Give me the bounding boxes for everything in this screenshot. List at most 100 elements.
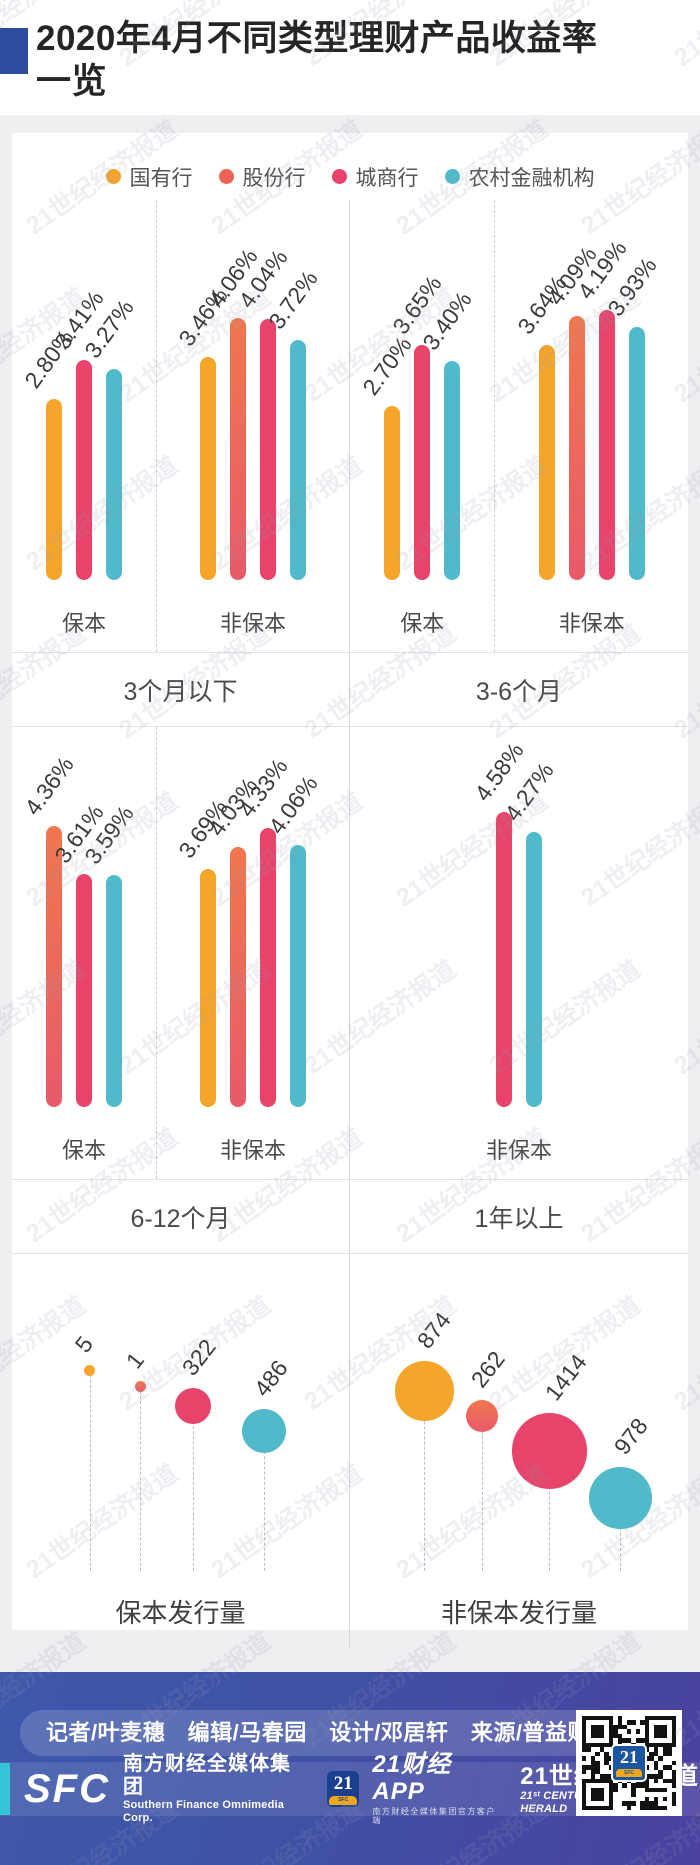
page-title-line2: 一览 xyxy=(36,61,108,101)
bar-wrap: 3.27% xyxy=(79,295,139,580)
bubble-股份行 xyxy=(134,1380,146,1392)
subgroup-label: 非保本 xyxy=(558,611,625,636)
bubble-stem xyxy=(192,1406,194,1571)
bar-农村金融机构 xyxy=(628,327,645,580)
subgroups: 2.70% 3.65% 3.40% 保本 3.64% 4.09% 4.19% 3.93% 非保本 xyxy=(350,200,688,653)
subgroup-保本: 2.70% 3.65% 3.40% 保本 xyxy=(350,200,494,652)
bar-chart-block: 4.58% 4.27% 非保本 1年以上 xyxy=(350,727,688,1254)
bar-wrap: 4.36% xyxy=(19,752,79,1107)
bar-城商行 xyxy=(260,319,276,580)
bars-area: 4.58% 4.27% xyxy=(350,727,688,1107)
bubble-stem xyxy=(481,1416,483,1571)
bar-股份行 xyxy=(568,316,585,580)
qr-center-logo: 21 SFC xyxy=(611,1744,647,1782)
bar-农村金融机构 xyxy=(290,340,306,580)
footer: 记者/叶麦穗 编辑/马春园 设计/邓居轩 来源/普益财富 SFC 南方财经全媒体… xyxy=(0,1672,700,1865)
subgroup-非保本: 3.64% 4.09% 4.19% 3.93% 非保本 xyxy=(494,200,688,652)
bar-国有行 xyxy=(200,357,216,580)
bar-chart-row-2: 4.36% 3.61% 3.59% 保本 3.69% 4.03% 4.33% 4.06% 非保本… xyxy=(12,727,688,1254)
21-app-icon-strip: SFC xyxy=(329,1796,358,1805)
app-subtitle: 南方财经全媒体集团官方客户端 xyxy=(372,1807,496,1825)
subgroup-label: 保本 xyxy=(400,611,445,636)
bubble-chart-block: 874 262 1414 978 非保本发行量 xyxy=(350,1254,688,1648)
bubble-chart-title: 保本发行量 xyxy=(115,1598,246,1628)
subgroup-label: 非保本 xyxy=(219,611,286,636)
bar-wrap: 4.09% xyxy=(542,242,601,580)
bar-wrap: 3.65% xyxy=(387,271,447,580)
bar-城商行 xyxy=(76,874,92,1107)
legend-dot-icon xyxy=(218,169,234,184)
legend-item-股份行: 股份行 xyxy=(218,162,306,192)
sfc-name-cn: 南方财经全媒体集团 xyxy=(123,1753,291,1799)
legend-dot-icon xyxy=(444,169,460,184)
bar-wrap: 3.93% xyxy=(602,253,661,580)
bar-城商行 xyxy=(260,828,276,1107)
bars-area: 3.46% 4.06% 4.04% 3.72% xyxy=(157,200,349,580)
sfc-name-en: Southern Finance Omnimedia Corp. xyxy=(123,1799,285,1824)
bubble-城商行 xyxy=(174,1388,211,1424)
qr-code: 21 SFC xyxy=(576,1710,682,1816)
chart-title: 3个月以下 xyxy=(12,653,349,727)
legend-item-城商行: 城商行 xyxy=(331,162,419,192)
bar-value-label: 4.36% xyxy=(19,751,79,820)
bar-wrap: 3.41% xyxy=(49,286,109,580)
bar-wrap: 4.06% xyxy=(263,771,323,1107)
bar-wrap: 3.46% xyxy=(173,283,233,580)
legend-item-国有行: 国有行 xyxy=(105,162,193,192)
bubble-chart-block: 5 1 322 486 保本发行量 xyxy=(12,1254,350,1648)
subgroup-非保本: 3.69% 4.03% 4.33% 4.06% 非保本 xyxy=(156,727,349,1179)
bubble-城商行 xyxy=(511,1413,588,1489)
bar-城商行 xyxy=(496,812,512,1107)
bubble-value-label: 486 xyxy=(249,1355,294,1402)
bubble-canvas: 874 262 1414 978 xyxy=(350,1254,688,1584)
subgroup-label: 非保本 xyxy=(219,1138,286,1163)
legend-dot-icon xyxy=(331,169,347,184)
bar-国有行 xyxy=(200,869,216,1107)
subgroup-label: 保本 xyxy=(61,1138,106,1163)
legend-label: 城商行 xyxy=(355,166,419,190)
bar-wrap: 3.40% xyxy=(417,287,477,580)
bar-国有行 xyxy=(46,399,62,580)
bar-农村金融机构 xyxy=(290,845,306,1107)
app-name: 21财经APP xyxy=(372,1751,452,1805)
bubble-chart-title: 非保本发行量 xyxy=(440,1598,597,1628)
sfc-names: 南方财经全媒体集团 Southern Finance Omnimedia Cor… xyxy=(123,1753,308,1824)
bubble-国有行 xyxy=(394,1361,454,1421)
bar-wrap: 4.19% xyxy=(572,236,631,580)
subgroup-非保本: 3.46% 4.06% 4.04% 3.72% 非保本 xyxy=(156,200,349,652)
bar-chart-block: 2.80% 3.41% 3.27% 保本 3.46% 4.06% 4.04% 3.72% 非保本… xyxy=(12,200,350,727)
bubble-value-label: 978 xyxy=(608,1412,653,1460)
21-app-names: 21财经APP 南方财经全媒体集团官方客户端 xyxy=(372,1752,499,1825)
bubble-value-label: 1 xyxy=(120,1346,150,1373)
legend: 国有行 股份行 城商行 农村金融机构 xyxy=(12,133,688,200)
bar-城商行 xyxy=(598,310,615,580)
bubble-value-label: 1414 xyxy=(539,1349,592,1406)
bubble-stem xyxy=(89,1370,91,1571)
subgroup-label: 保本 xyxy=(61,611,106,636)
bubble-chart-row: 5 1 322 486 保本发行量 874 262 1414 978 非保本发行量 xyxy=(12,1254,688,1648)
subgroups: 4.58% 4.27% 非保本 xyxy=(350,727,688,1180)
bar-wrap: 3.72% xyxy=(263,266,323,580)
bubble-value-label: 262 xyxy=(465,1345,510,1393)
bars-area: 2.80% 3.41% 3.27% xyxy=(12,200,156,580)
bar-wrap: 4.33% xyxy=(233,754,293,1107)
bar-wrap: 2.80% xyxy=(19,325,79,580)
bar-wrap: 4.27% xyxy=(499,758,559,1107)
bubble-canvas: 5 1 322 486 xyxy=(12,1254,349,1584)
subgroups: 4.36% 3.61% 3.59% 保本 3.69% 4.03% 4.33% 4.06% 非保本 xyxy=(12,727,349,1180)
legend-label: 股份行 xyxy=(242,166,306,190)
bar-农村金融机构 xyxy=(444,361,461,580)
bar-chart-block: 4.36% 3.61% 3.59% 保本 3.69% 4.03% 4.33% 4.06% 非保本… xyxy=(12,727,350,1254)
subgroups: 2.80% 3.41% 3.27% 保本 3.46% 4.06% 4.04% 3.72% 非保本 xyxy=(12,200,349,653)
bar-chart-row-1: 2.80% 3.41% 3.27% 保本 3.46% 4.06% 4.04% 3.72% 非保本… xyxy=(12,200,688,727)
bubble-农村金融机构 xyxy=(589,1466,652,1530)
bar-城商行 xyxy=(76,360,92,580)
legend-label: 农村金融机构 xyxy=(468,166,595,190)
bubble-stem xyxy=(620,1498,622,1571)
bar-wrap: 3.59% xyxy=(79,801,139,1107)
bar-农村金融机构 xyxy=(526,832,542,1107)
subgroup-label: 非保本 xyxy=(485,1138,552,1163)
bar-wrap: 4.06% xyxy=(203,244,263,580)
bubble-农村金融机构 xyxy=(241,1408,286,1454)
bars-area: 3.69% 4.03% 4.33% 4.06% xyxy=(157,727,349,1107)
